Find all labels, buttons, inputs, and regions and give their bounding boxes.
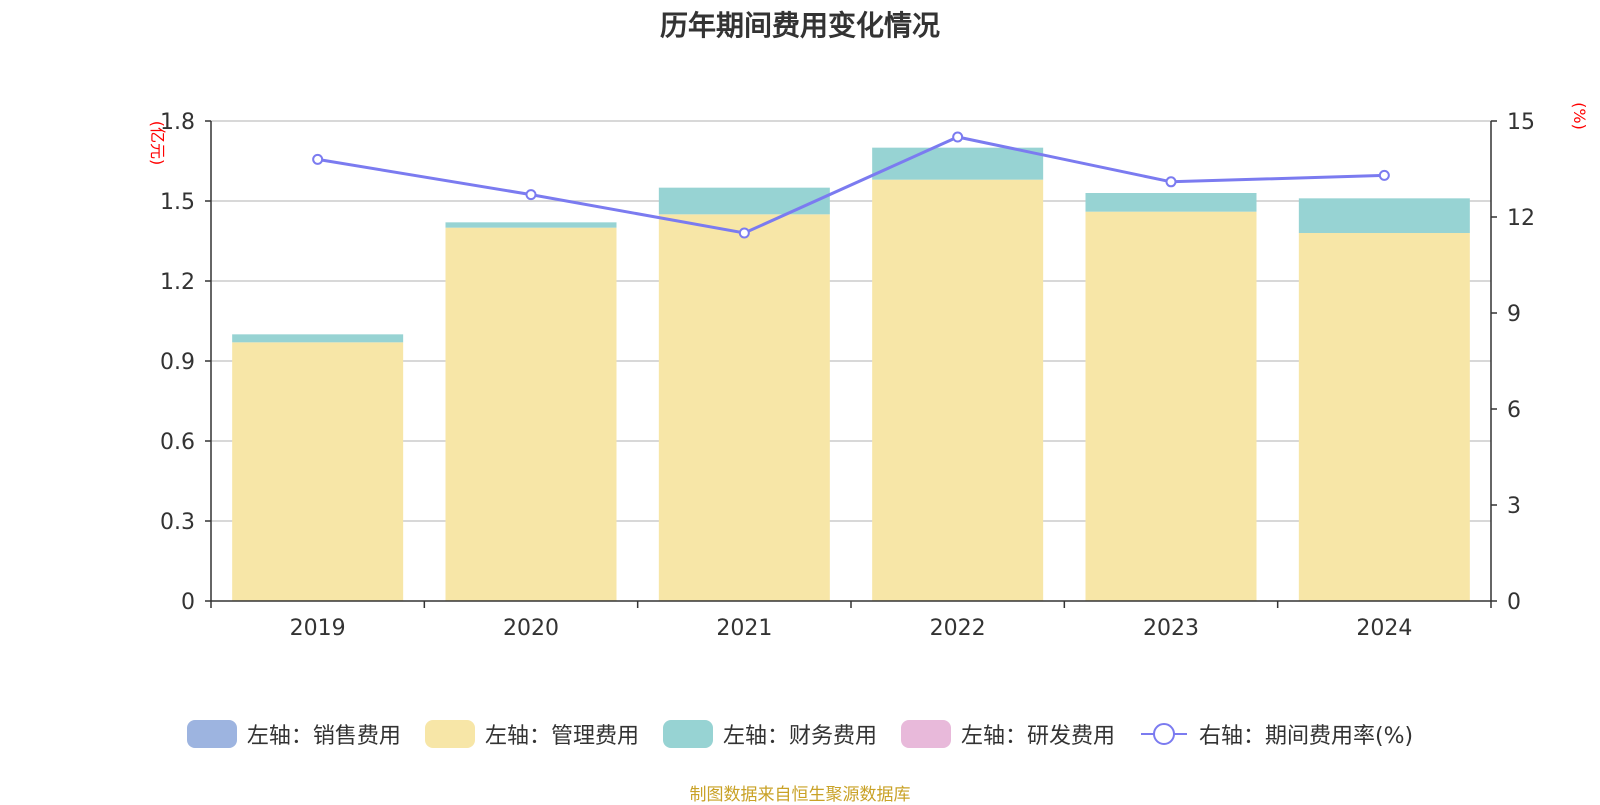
right-tick-label: 15: [1507, 110, 1535, 135]
rate-point: [312, 153, 324, 165]
legend-swatch: [900, 720, 951, 748]
legend-label: 左轴：管理费用: [484, 724, 639, 749]
x-tick-label: 2024: [1356, 616, 1412, 641]
rate-point: [952, 131, 964, 143]
rate-point: [1165, 176, 1177, 188]
bar-2020: [445, 227, 617, 601]
legend-label: 左轴：销售费用: [246, 724, 401, 749]
grid-lines: [211, 120, 1491, 522]
rate-line: [312, 131, 1390, 239]
legend-item[interactable]: 左轴：研发费用: [900, 718, 1115, 750]
bar-2019: [232, 342, 404, 601]
right-tick-label: 6: [1507, 398, 1521, 423]
rate-point: [525, 189, 537, 201]
chart-plot: 0 0.3 0.6 0.9 1.2 1.5 1.8 0 3 6 9 12 15 2019 2020 2021 2…: [148, 102, 1589, 641]
legend-line-icon: [1140, 723, 1187, 745]
legend-label: 左轴：研发费用: [960, 724, 1115, 749]
right-tick-label: 3: [1507, 494, 1521, 519]
left-tick-label: 0.9: [160, 350, 195, 375]
x-tick-label: 2023: [1143, 616, 1199, 641]
legend: 左轴：销售费用 左轴：管理费用 左轴：财务费用 左轴：研发费用 右轴：期间费用率(%): [0, 718, 1600, 750]
bars: [232, 147, 1470, 602]
x-tick-label: 2019: [290, 616, 346, 641]
bar-2021: [658, 187, 830, 215]
bar-2020: [445, 222, 617, 228]
legend-swatch: [662, 720, 713, 748]
legend-swatch: [424, 720, 475, 748]
bar-2024: [1298, 233, 1470, 601]
left-tick-label: 1.2: [160, 270, 195, 295]
bar-2023: [1085, 211, 1257, 601]
left-tick-label: 0.6: [160, 430, 195, 455]
legend-item[interactable]: 左轴：管理费用: [424, 718, 639, 750]
right-tick-label: 0: [1507, 590, 1521, 615]
left-tick-label: 1.5: [160, 190, 195, 215]
rate-point: [1378, 169, 1390, 181]
bar-2019: [232, 334, 404, 343]
left-tick-label: 1.8: [160, 110, 195, 135]
legend-item[interactable]: 左轴：销售费用: [186, 718, 401, 750]
rate-line-path: [317, 135, 1385, 235]
x-tick-label: 2022: [930, 616, 986, 641]
legend-item[interactable]: 左轴：财务费用: [662, 718, 877, 750]
right-tick-label: 9: [1507, 302, 1521, 327]
rate-point: [738, 227, 750, 239]
chart-title: 历年期间费用变化情况: [659, 9, 940, 42]
left-tick-label: 0.3: [160, 510, 195, 535]
bar-2021: [658, 214, 830, 602]
legend-label: 右轴：期间费用率(%): [1198, 724, 1414, 749]
right-axis-unit: (%): [1570, 102, 1589, 130]
legend-label: 左轴：财务费用: [722, 724, 877, 749]
left-axis-unit: (亿元): [148, 121, 167, 166]
legend-swatch: [186, 720, 237, 748]
bar-2022: [872, 179, 1044, 601]
source-note: 制图数据来自恒生聚源数据库: [689, 785, 911, 805]
bar-2023: [1085, 193, 1257, 212]
x-tick-label: 2021: [716, 616, 772, 641]
x-tick-label: 2020: [503, 616, 559, 641]
left-tick-label: 0: [181, 590, 195, 615]
bar-2024: [1298, 198, 1470, 233]
right-tick-label: 12: [1507, 206, 1535, 231]
legend-item[interactable]: 右轴：期间费用率(%): [1139, 718, 1413, 750]
axes: 0 0.3 0.6 0.9 1.2 1.5 1.8 0 3 6 9 12 15 2019 2020 2021 2…: [160, 110, 1535, 641]
